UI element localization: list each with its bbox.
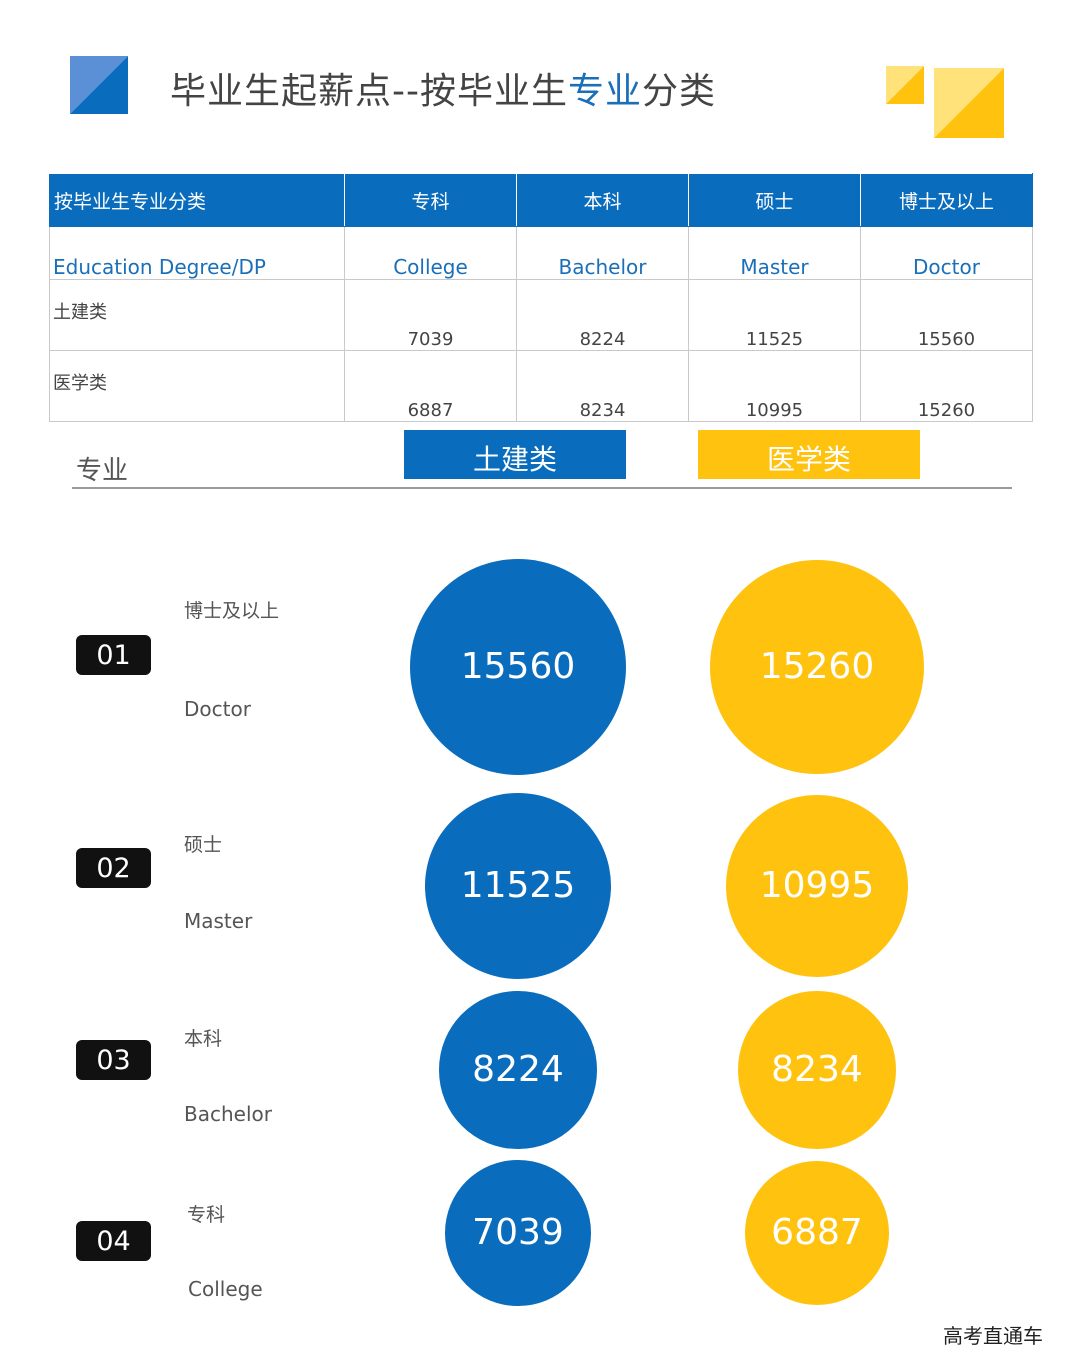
row-number-badge: 04 xyxy=(76,1221,151,1261)
table-cell: 10995 xyxy=(688,350,861,422)
salary-bubble: 15560 xyxy=(410,559,626,775)
bubble-value-label: 10995 xyxy=(759,865,875,907)
table-header-cell: 博士及以上 xyxy=(860,173,1033,227)
watermark: 高考直通车 xyxy=(943,1324,1043,1348)
degree-label-cn: 硕士 xyxy=(184,834,223,856)
table-cell: 6887 xyxy=(344,350,517,422)
bubble-value-label: 6887 xyxy=(771,1212,863,1254)
major-label: 专业 xyxy=(76,456,129,486)
salary-bubble: 10995 xyxy=(726,795,908,977)
row-number-badge: 01 xyxy=(76,635,151,675)
row-number-badge: 03 xyxy=(76,1040,151,1080)
salary-bubble: 11525 xyxy=(425,793,611,979)
table-header-cell: 按毕业生专业分类 xyxy=(49,173,345,227)
table-cell: 15260 xyxy=(860,350,1033,422)
table-header-row: 按毕业生专业分类 专科 本科 硕士 博士及以上 xyxy=(49,173,1033,227)
salary-bubble: 8234 xyxy=(738,991,896,1149)
table-cell: Bachelor xyxy=(516,226,689,280)
table-header-cell: 硕士 xyxy=(688,173,861,227)
degree-label-en: College xyxy=(188,1277,263,1301)
table-cell: Education Degree/DP xyxy=(49,226,345,280)
row-number-badge: 02 xyxy=(76,848,151,888)
salary-bubble: 6887 xyxy=(745,1161,889,1305)
degree-label-cn: 博士及以上 xyxy=(184,600,280,622)
degree-label-en: Doctor xyxy=(184,697,251,721)
bubble-value-label: 8224 xyxy=(472,1049,564,1091)
salary-bubble: 15260 xyxy=(710,560,924,774)
legend-medical: 医学类 xyxy=(698,430,920,479)
table-row: 医学类 6887 8234 10995 15260 xyxy=(49,350,1033,422)
table-cell: 8234 xyxy=(516,350,689,422)
table-row: 土建类 7039 8224 11525 15560 xyxy=(49,279,1033,351)
table-row-label: 土建类 xyxy=(49,279,345,351)
divider xyxy=(72,487,1012,489)
table-cell: College xyxy=(344,226,517,280)
bubble-value-label: 11525 xyxy=(460,865,576,907)
bubble-value-label: 15260 xyxy=(759,646,875,688)
title-decoration-right xyxy=(886,66,1004,138)
salary-table: 按毕业生专业分类 专科 本科 硕士 博士及以上 Education Degree… xyxy=(49,173,1033,422)
page-title: 毕业生起薪点--按毕业生专业分类 xyxy=(170,71,717,112)
degree-label-en: Master xyxy=(184,909,253,933)
bubble-value-label: 7039 xyxy=(472,1212,564,1254)
bubble-value-label: 8234 xyxy=(771,1049,863,1091)
degree-label-cn: 专科 xyxy=(187,1204,226,1226)
table-english-row: Education Degree/DP College Bachelor Mas… xyxy=(49,226,1033,280)
table-cell: 7039 xyxy=(344,279,517,351)
table-row-label: 医学类 xyxy=(49,350,345,422)
salary-bubble: 7039 xyxy=(445,1160,591,1306)
table-header-cell: 专科 xyxy=(344,173,517,227)
salary-bubble: 8224 xyxy=(439,991,597,1149)
table-cell: 11525 xyxy=(688,279,861,351)
bubble-value-label: 15560 xyxy=(460,646,576,687)
degree-label-en: Bachelor xyxy=(184,1102,272,1126)
table-cell: Master xyxy=(688,226,861,280)
title-decoration-left xyxy=(70,56,128,114)
legend-civil: 土建类 xyxy=(404,430,626,479)
table-cell: 15560 xyxy=(860,279,1033,351)
table-cell: 8224 xyxy=(516,279,689,351)
degree-label-cn: 本科 xyxy=(184,1028,223,1050)
table-cell: Doctor xyxy=(860,226,1033,280)
table-header-cell: 本科 xyxy=(516,173,689,227)
